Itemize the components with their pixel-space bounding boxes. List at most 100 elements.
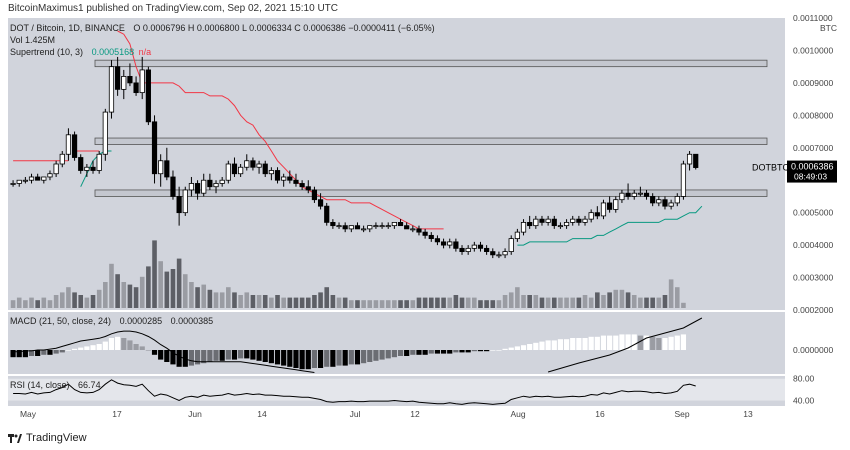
macd-bar (508, 347, 514, 350)
candle (373, 222, 379, 229)
macd-bar (182, 350, 188, 367)
candlesticks (10, 56, 699, 259)
macd-bar (539, 341, 545, 350)
macd-bar (588, 336, 594, 350)
volume-bar (668, 279, 674, 308)
volume-bar (281, 297, 286, 308)
macd-bar (324, 350, 330, 367)
volume-bar (410, 300, 416, 308)
macd-bar (47, 350, 53, 355)
volume-bar (201, 284, 207, 308)
candle (268, 167, 274, 181)
last-price-box (787, 160, 837, 183)
candle (188, 176, 195, 197)
candle (496, 251, 502, 259)
volume-bar (570, 297, 576, 308)
symbol-title: DOT / Bitcoin, 1D, BINANCE (10, 23, 125, 33)
volume-bar (465, 297, 471, 308)
candle (582, 215, 588, 226)
volume-bar (96, 289, 102, 308)
time-tick: Sep (674, 409, 689, 419)
volume-bar (78, 295, 84, 308)
candle (305, 180, 311, 194)
time-tick: Aug (510, 409, 525, 419)
candle (324, 202, 330, 226)
candle (219, 176, 225, 187)
candle (16, 179, 22, 187)
volume-bar (164, 271, 170, 308)
volume-bar (35, 300, 40, 308)
candle (514, 228, 520, 242)
macd-bar (680, 334, 687, 350)
candle (164, 147, 170, 181)
macd-bar (219, 350, 225, 361)
macd-bar (570, 338, 576, 350)
tradingview-logo-icon (8, 433, 22, 443)
rsi-line: 80.00 40.00 (8, 374, 815, 406)
candle (90, 160, 96, 174)
volume-bar (109, 263, 114, 308)
volume-bar (558, 297, 563, 308)
candle (477, 241, 484, 252)
candle (650, 193, 656, 207)
volume-bar (607, 292, 612, 308)
candle (613, 196, 619, 213)
volume-bar (152, 240, 157, 308)
candle (490, 248, 496, 259)
macd-bar (293, 350, 299, 368)
candle (194, 180, 201, 200)
candle (607, 196, 613, 213)
volume-bar (373, 300, 379, 308)
candle (465, 245, 471, 255)
volume-bar (656, 297, 662, 308)
candle (674, 193, 680, 207)
zone-2 (94, 189, 768, 197)
macd-bar (16, 350, 22, 358)
candle (274, 167, 281, 184)
macd-bar (342, 350, 348, 366)
volume-bar (472, 297, 477, 308)
volume-bar (244, 292, 250, 308)
macd-bar (484, 350, 490, 352)
volume-bar (342, 297, 348, 308)
volume-bar (121, 282, 127, 308)
macd-bar (607, 335, 613, 350)
macd-bar (188, 350, 195, 366)
candle (637, 186, 643, 197)
supertrend-suffix: n/a (138, 47, 152, 57)
time-tick: 13 (743, 409, 753, 419)
candle (662, 196, 668, 210)
volume-bar (631, 295, 637, 308)
macd-bar (354, 350, 361, 365)
time-tick: Jun (188, 409, 202, 419)
candle (336, 222, 342, 229)
macd-line-right (547, 317, 703, 373)
candle (551, 215, 557, 229)
macd-bar (65, 350, 72, 351)
volume-bar (226, 287, 231, 308)
macd-bar (305, 350, 311, 370)
candle (28, 173, 35, 184)
macd-bar (231, 350, 238, 360)
candle (594, 206, 600, 220)
candle (96, 151, 102, 174)
candle (207, 173, 213, 190)
candle (686, 151, 693, 171)
macd-bar (637, 335, 643, 350)
candle (680, 160, 687, 200)
macd-bar (127, 340, 133, 350)
last-price-value: 0.0006386 (791, 162, 834, 172)
volume-bar (527, 295, 532, 308)
macd-bar (447, 350, 453, 354)
volume-bar (139, 276, 145, 308)
candle (563, 219, 570, 229)
macd-bar (139, 346, 145, 350)
symbol-legend: DOT / Bitcoin, 1D, BINANCE O 0.0006796 H… (10, 23, 441, 33)
volume-bar (189, 282, 194, 308)
macd-bar (53, 350, 59, 354)
ohlc-values: O 0.0006796 H 0.0006800 L 0.0006334 C 0.… (133, 23, 435, 33)
candle (508, 235, 514, 255)
volume-bar (355, 300, 360, 308)
footer-brand[interactable]: TradingView (8, 432, 87, 444)
